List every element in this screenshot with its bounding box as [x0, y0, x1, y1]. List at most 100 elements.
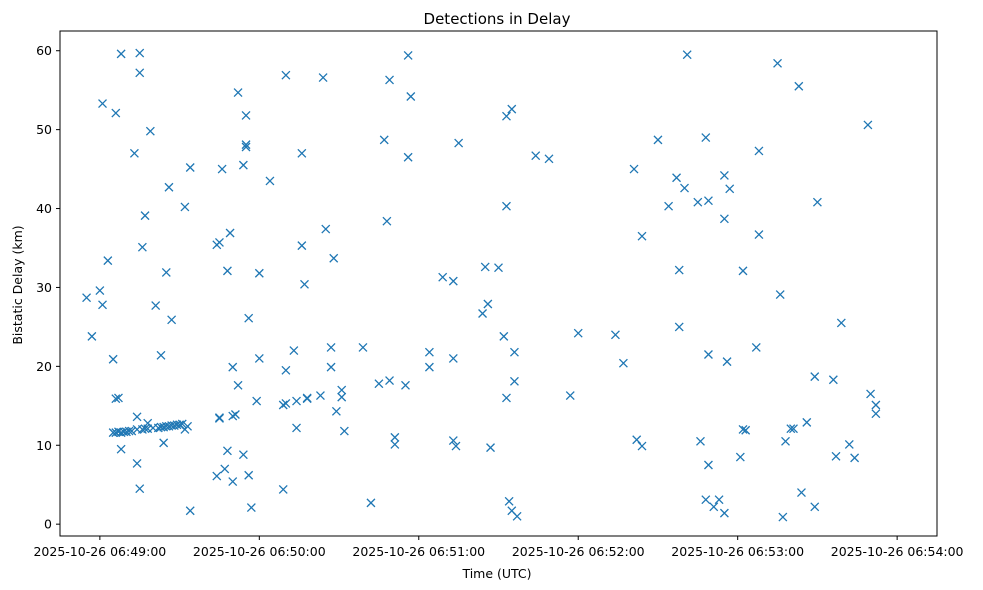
data-point-118 [403, 152, 413, 162]
data-point-73 [238, 160, 248, 170]
data-point-78 [244, 470, 254, 480]
data-point-181 [773, 58, 783, 68]
data-point-101 [326, 342, 336, 352]
data-point-184 [781, 436, 790, 446]
data-point-115 [390, 440, 400, 449]
data-point-54 [185, 163, 195, 172]
data-point-176 [738, 266, 748, 276]
data-point-134 [502, 393, 511, 403]
data-point-188 [797, 488, 806, 498]
data-point-179 [754, 146, 764, 156]
data-point-138 [507, 104, 517, 114]
data-point-1 [87, 331, 97, 341]
data-point-133 [499, 331, 509, 341]
data-point-173 [725, 184, 735, 194]
x-tick-label-0: 2025-10-26 06:49:00 [33, 544, 166, 559]
y-tick-label-5: 50 [36, 122, 52, 137]
data-point-12 [111, 108, 121, 118]
data-point-46 [167, 315, 177, 325]
y-axis: 0 10 20 30 40 50 60 [36, 43, 60, 532]
x-tick-label-1: 2025-10-26 06:50:00 [193, 544, 326, 559]
data-point-109 [374, 379, 384, 389]
data-point-192 [812, 197, 822, 207]
data-point-0 [82, 293, 92, 303]
data-point-59 [214, 413, 224, 423]
data-point-68 [228, 477, 238, 487]
data-point-128 [478, 309, 488, 318]
data-point-44 [164, 182, 174, 192]
data-point-198 [863, 120, 873, 130]
x-tick-label-4: 2025-10-26 06:53:00 [671, 544, 804, 559]
data-point-11 [114, 393, 123, 403]
data-point-117 [403, 51, 413, 60]
data-point-60 [214, 238, 224, 247]
data-point-136 [502, 111, 511, 121]
data-point-123 [448, 276, 458, 286]
data-point-38 [156, 350, 166, 360]
data-point-164 [703, 196, 713, 206]
data-point-63 [222, 446, 232, 456]
data-point-66 [228, 411, 238, 421]
data-point-35 [151, 301, 161, 311]
data-point-171 [719, 214, 729, 224]
data-point-191 [810, 372, 820, 382]
data-point-185 [786, 424, 796, 434]
data-point-178 [751, 342, 761, 352]
data-point-167 [709, 502, 719, 512]
data-point-23 [132, 458, 142, 468]
data-point-122 [438, 272, 448, 282]
data-point-120 [424, 347, 434, 357]
data-point-166 [703, 460, 713, 470]
data-point-83 [265, 176, 275, 186]
data-point-119 [406, 92, 416, 101]
data-point-160 [693, 197, 703, 207]
data-point-110 [379, 135, 389, 145]
x-axis: 2025-10-26 06:49:00 2025-10-26 06:50:00 20… [33, 536, 964, 559]
y-tick-label-3: 30 [36, 280, 52, 295]
data-point-77 [244, 313, 254, 323]
data-point-103 [331, 406, 341, 416]
data-point-28 [137, 242, 147, 252]
y-tick-label-1: 10 [36, 438, 52, 453]
data-point-143 [531, 151, 541, 161]
data-point-111 [382, 216, 392, 226]
data-point-53 [183, 421, 193, 431]
data-point-42 [161, 267, 171, 277]
data-point-190 [810, 502, 820, 512]
data-point-64 [222, 266, 232, 276]
data-point-113 [385, 376, 394, 386]
data-point-20 [129, 148, 139, 158]
data-point-79 [246, 503, 256, 513]
data-point-148 [618, 358, 628, 368]
data-point-169 [719, 508, 729, 518]
data-point-3 [98, 300, 107, 310]
data-point-186 [789, 424, 798, 434]
data-point-196 [844, 440, 854, 449]
data-point-170 [719, 170, 729, 180]
data-point-87 [281, 365, 291, 375]
data-point-71 [233, 88, 243, 98]
data-point-130 [483, 299, 493, 309]
data-point-65 [225, 228, 235, 238]
data-point-56 [212, 471, 222, 481]
data-point-96 [302, 393, 312, 403]
data-point-100 [326, 362, 336, 372]
data-point-25 [135, 48, 145, 58]
data-point-84 [278, 400, 288, 410]
data-point-72 [238, 450, 248, 460]
data-point-88 [281, 70, 291, 80]
data-point-102 [329, 253, 339, 263]
data-point-67 [228, 362, 238, 372]
data-point-98 [318, 73, 328, 83]
data-point-92 [297, 241, 307, 251]
data-point-175 [738, 425, 748, 434]
data-point-157 [674, 322, 684, 332]
data-point-150 [632, 435, 642, 445]
data-point-80 [252, 396, 262, 406]
data-point-127 [454, 138, 464, 148]
data-point-39 [159, 438, 169, 448]
y-tick-label-0: 0 [44, 517, 52, 532]
x-tick-label-2: 2025-10-26 06:51:00 [352, 544, 485, 559]
data-point-75 [241, 140, 251, 150]
